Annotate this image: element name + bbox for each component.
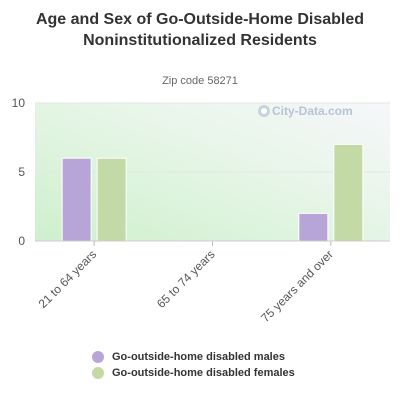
legend-label-females: Go-outside-home disabled females	[112, 367, 295, 379]
x-tick-label: 75 years and over	[258, 247, 336, 325]
bar-males	[298, 212, 329, 242]
legend: Go-outside-home disabled males Go-outsid…	[92, 349, 295, 381]
legend-swatch-males	[92, 351, 104, 363]
watermark: City-Data.com	[258, 104, 353, 118]
y-tick-label: 10	[12, 96, 26, 110]
legend-swatch-females	[92, 367, 104, 379]
legend-item-males: Go-outside-home disabled males	[92, 349, 295, 365]
chart-subtitle: Zip code 58271	[162, 75, 238, 87]
x-tick-label: 21 to 64 years	[36, 247, 100, 311]
bar-females	[96, 157, 127, 242]
y-tick-label: 0	[18, 234, 25, 248]
bar-females	[333, 143, 364, 242]
legend-item-females: Go-outside-home disabled females	[92, 365, 295, 381]
watermark-text: City-Data.com	[272, 104, 353, 118]
x-tick-label: 65 to 74 years	[154, 247, 218, 311]
chart-title: Age and Sex of Go-Outside-Home Disabled …	[35, 11, 365, 49]
y-tick-label: 5	[18, 165, 25, 179]
bar-males	[61, 157, 92, 242]
legend-label-males: Go-outside-home disabled males	[112, 351, 285, 363]
